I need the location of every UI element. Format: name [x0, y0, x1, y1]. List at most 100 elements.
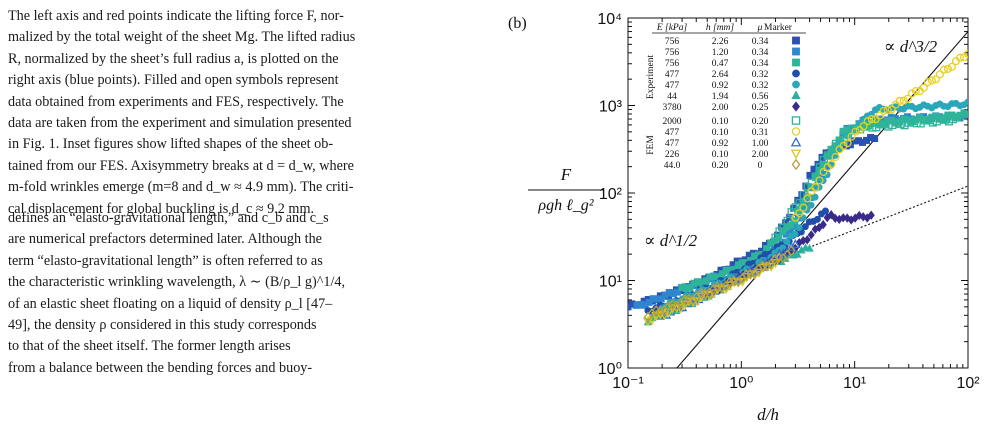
data-point: [686, 283, 694, 291]
data-point: [799, 214, 807, 222]
data-point: [709, 283, 718, 295]
data-point: [803, 235, 811, 245]
data-point: [725, 276, 735, 288]
data-series: [791, 49, 968, 222]
legend-cell: 477: [665, 81, 680, 91]
legend-header: E [kPa]: [656, 23, 688, 33]
legend-cell: 0.34: [752, 37, 769, 47]
x-axis-label: d/h: [757, 405, 779, 424]
legend-marker: [791, 90, 801, 100]
legend-cell: 2.26: [712, 37, 729, 47]
data-point: [795, 224, 803, 232]
body-line: to that of the sheet itself. The former …: [8, 338, 291, 355]
slope-annotation-low: ∝ d^1/2: [644, 231, 698, 250]
data-point: [675, 304, 686, 314]
legend-group-label: Experiment: [646, 54, 656, 99]
data-point: [807, 201, 815, 209]
data-point: [717, 282, 726, 294]
legend-marker: [791, 158, 801, 171]
legend-marker: [792, 47, 800, 56]
caption-line: data obtained from experiments and FES, …: [8, 93, 344, 110]
legend-cell: 0.10: [712, 117, 729, 127]
data-point: [819, 219, 827, 230]
caption-line: R, normalized by the sheet’s full radius…: [8, 50, 339, 67]
data-point: [923, 78, 932, 87]
data-point: [811, 183, 820, 192]
body-line: 49], the density ρ considered in this st…: [8, 317, 317, 334]
legend-marker: [792, 80, 800, 89]
data-point: [867, 210, 875, 220]
caption-line: cal displacement for global buckling is …: [8, 200, 315, 217]
legend-cell: 0.34: [752, 59, 769, 69]
legend-header: h [mm]: [706, 23, 735, 33]
legend-cell: 0.34: [752, 48, 769, 58]
data-point: [746, 268, 755, 280]
legend-cell: 477: [665, 139, 680, 149]
data-point: [766, 258, 776, 270]
body-line: of an elastic sheet floating on a liquid…: [8, 295, 333, 312]
caption-line: m-fold wrinkles emerge (m=8 and d_w ≈ 4.…: [8, 179, 354, 196]
legend-cell: 2000: [663, 117, 682, 127]
body-line: term “elasto-gravitational length” is of…: [8, 252, 323, 269]
legend-group-label: FEM: [646, 135, 656, 155]
data-point: [827, 159, 836, 169]
data-point: [783, 216, 792, 225]
data-point: [947, 62, 956, 71]
data-point: [795, 209, 804, 218]
legend-marker: [790, 136, 802, 147]
legend-cell: 0.47: [712, 59, 729, 69]
data-point: [673, 288, 681, 296]
data-point: [790, 238, 801, 249]
caption-line: right axis (blue points). Filled and ope…: [8, 72, 339, 89]
caption-line: The left axis and red points indicate th…: [8, 8, 344, 24]
legend-cell: 0.31: [752, 128, 769, 138]
data-point: [943, 64, 952, 73]
data-point: [803, 194, 812, 203]
body-line: the characteristic wrinkling wavelength,…: [8, 274, 346, 291]
legend-cell: 0.20: [752, 117, 769, 127]
legend-marker: [790, 149, 802, 160]
caption-line: in Fig. 1. Inset figures show lifted sha…: [8, 136, 334, 153]
x-tick-label: 10²: [956, 375, 980, 392]
data-point: [867, 115, 876, 124]
data-point: [919, 83, 928, 92]
legend-marker: [791, 116, 801, 125]
legend-header: Marker: [764, 23, 793, 33]
caption-line: data are taken from the experiment and s…: [8, 115, 352, 132]
data-point: [927, 76, 936, 85]
figure-caption: The left axis and red points indicate th…: [8, 6, 490, 220]
data-point: [656, 305, 665, 317]
data-point: [863, 117, 872, 126]
panel-label: (b): [508, 15, 527, 32]
data-point: [879, 106, 888, 115]
legend-cell: 0.10: [712, 150, 729, 160]
body-line: from a balance between the bending force…: [8, 359, 313, 376]
legend-cell: 1.20: [712, 48, 729, 58]
body-line: are numerical prefactors determined late…: [8, 231, 322, 248]
legend-cell: 3780: [663, 103, 682, 113]
legend-marker: [791, 127, 801, 136]
legend-marker: [792, 69, 800, 78]
data-point: [807, 187, 816, 196]
legend-cell: 0.56: [752, 92, 769, 102]
legend-cell: 2.00: [752, 150, 769, 160]
legend-cell: 477: [665, 128, 680, 138]
ylabel-numerator: F: [560, 165, 572, 184]
data-point: [819, 167, 828, 177]
y-tick-label: 10³: [599, 99, 623, 116]
legend-marker: [792, 58, 800, 67]
legend-cell: 0.25: [752, 103, 769, 113]
data-point: [787, 245, 796, 257]
data-point: [903, 94, 912, 103]
body-line: defines an “elasto-gravitational length,…: [8, 210, 329, 226]
slope-annotation-high: ∝ d^3/2: [884, 37, 938, 56]
data-point: [955, 53, 965, 62]
data-point: [859, 122, 868, 131]
legend-cell: 1.94: [712, 92, 729, 102]
legend-cell: 0.92: [712, 139, 729, 149]
legend-cell: 44: [667, 92, 677, 102]
data-point: [883, 106, 892, 115]
data-point: [831, 152, 840, 162]
legend-cell: 477: [665, 70, 680, 80]
legend-cell: 756: [665, 37, 680, 47]
